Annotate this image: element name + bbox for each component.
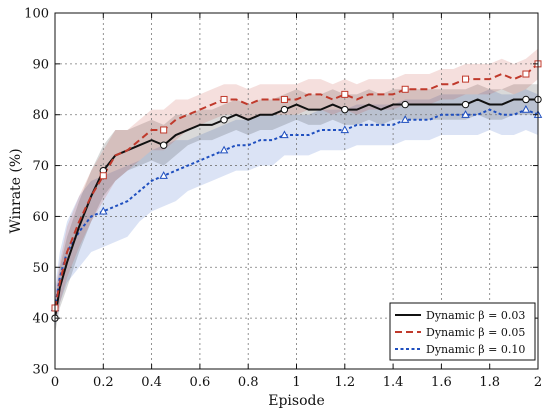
data-point bbox=[461, 100, 470, 109]
legend-box bbox=[389, 302, 536, 361]
x-tick-label: 0.4 bbox=[141, 375, 162, 390]
data-point bbox=[401, 85, 409, 93]
axis-ticks: 0 0.2 0.4 0.6 0.8 1 1.2 1.4 1.6 1.8 2 30 40 50 60 70 80 9… bbox=[24, 7, 542, 391]
data-point bbox=[461, 110, 470, 118]
confidence-band bbox=[55, 48, 538, 324]
data-point bbox=[340, 125, 350, 134]
y-tick-label: 90 bbox=[32, 57, 49, 72]
data-point bbox=[219, 145, 229, 154]
data-point bbox=[159, 141, 168, 149]
legend-label: Dynamic β = 0.10 bbox=[426, 343, 525, 356]
x-axis-label: Episode bbox=[268, 393, 325, 409]
y-tick-label: 70 bbox=[32, 159, 49, 174]
legend: Dynamic β = 0.03 Dynamic β = 0.05 Dynamic … bbox=[389, 302, 536, 361]
x-tick-label: 0.8 bbox=[238, 375, 259, 390]
data-point bbox=[99, 206, 108, 215]
data-point bbox=[462, 75, 470, 83]
data-point bbox=[280, 130, 289, 139]
data-point bbox=[401, 100, 409, 109]
series-line bbox=[54, 108, 539, 309]
data-point bbox=[160, 126, 168, 134]
x-tick-label: 0 bbox=[51, 375, 59, 390]
data-point bbox=[159, 171, 168, 179]
y-tick-label: 50 bbox=[32, 261, 49, 276]
data-point bbox=[341, 90, 349, 98]
data-point bbox=[280, 105, 289, 114]
confidence-bands bbox=[55, 48, 538, 334]
y-tick-label: 30 bbox=[32, 363, 49, 378]
series-line bbox=[54, 63, 539, 309]
legend-label: Dynamic β = 0.05 bbox=[426, 326, 525, 339]
data-point bbox=[220, 116, 228, 124]
x-tick-label: 1.4 bbox=[383, 375, 404, 390]
legend-label: Dynamic β = 0.03 bbox=[426, 309, 525, 322]
data-point bbox=[280, 95, 288, 103]
data-point bbox=[522, 95, 530, 104]
data-point bbox=[220, 95, 228, 103]
x-tick-label: 1.6 bbox=[431, 375, 452, 390]
data-point bbox=[341, 105, 349, 114]
y-tick-label: 40 bbox=[32, 312, 49, 327]
y-tick-label: 80 bbox=[32, 108, 49, 123]
x-tick-label: 2 bbox=[534, 375, 542, 390]
data-point bbox=[400, 115, 410, 123]
y-tick-label: 60 bbox=[32, 210, 49, 225]
series-lines bbox=[54, 63, 539, 319]
confidence-band bbox=[55, 89, 538, 329]
x-tick-label: 0.6 bbox=[190, 375, 211, 390]
x-tick-label: 0.2 bbox=[93, 375, 114, 390]
data-point bbox=[521, 104, 531, 113]
y-axis-label: Winrate (%) bbox=[8, 148, 24, 233]
x-tick-label: 1 bbox=[292, 375, 300, 390]
x-tick-label: 1.8 bbox=[479, 375, 500, 390]
confidence-band bbox=[55, 84, 538, 334]
y-tick-label: 100 bbox=[24, 7, 49, 22]
x-tick-label: 1.2 bbox=[334, 375, 355, 390]
data-point bbox=[522, 70, 530, 78]
data-point bbox=[99, 172, 107, 180]
